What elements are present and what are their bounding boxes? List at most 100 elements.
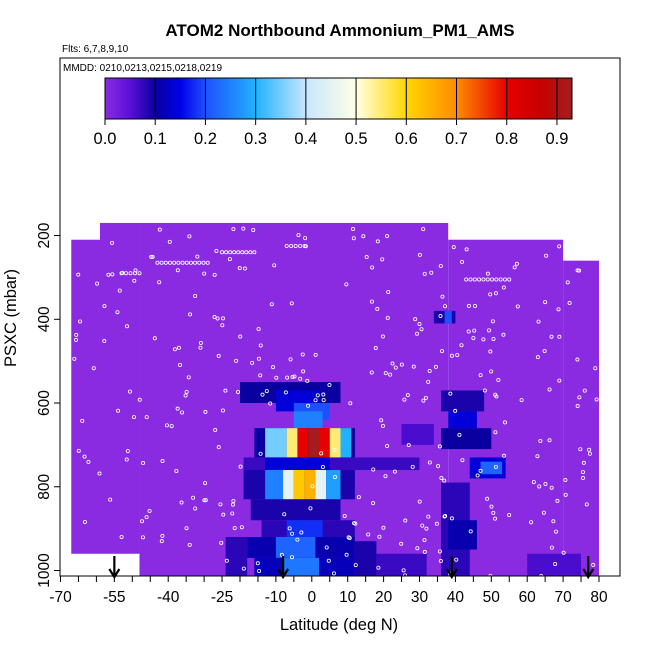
sample-point [176, 345, 181, 350]
sample-point [415, 546, 420, 551]
sample-point [419, 327, 424, 332]
sample-point [110, 272, 115, 277]
sample-point [268, 401, 273, 406]
sample-point [426, 379, 431, 384]
heatmap-cell [448, 411, 477, 429]
sample-point [473, 303, 478, 308]
sample-point [581, 460, 586, 465]
sample-point [241, 226, 246, 231]
sample-point [535, 454, 540, 459]
sample-point [388, 372, 393, 377]
sample-point [420, 523, 425, 528]
sample-point [449, 353, 454, 358]
sample-point [86, 459, 91, 464]
sample-point [193, 260, 198, 265]
sample-point [272, 263, 277, 268]
sample-point [244, 250, 249, 255]
sample-point [250, 360, 255, 365]
heatmap-cell [293, 470, 305, 500]
sample-point [422, 549, 427, 554]
down-arrow [582, 556, 595, 580]
sample-point [353, 521, 358, 526]
sample-point [417, 252, 422, 257]
sample-point [284, 244, 289, 249]
sample-point [342, 513, 347, 518]
colorbar-tick-label: 0.0 [94, 130, 117, 148]
sample-point [578, 447, 583, 452]
sample-point [494, 277, 499, 282]
sample-point [119, 271, 124, 276]
heatmap-cell [250, 499, 341, 521]
colorbar-tick-label: 0.2 [194, 130, 217, 148]
sample-point [219, 540, 224, 545]
sample-point [193, 506, 198, 511]
sample-point [567, 301, 572, 306]
plot-frame [59, 57, 621, 577]
sample-point [238, 334, 243, 339]
sample-point [282, 512, 287, 517]
sample-point [313, 352, 318, 357]
sample-point [198, 340, 203, 345]
sample-point [241, 566, 246, 571]
sample-point [401, 568, 406, 573]
sample-point [468, 277, 473, 282]
sample-point [287, 526, 292, 531]
sample-point [468, 529, 473, 534]
sample-point [519, 398, 524, 403]
sample-point [555, 498, 560, 503]
sample-point [239, 525, 244, 530]
sample-point [348, 401, 353, 406]
sample-point [117, 288, 122, 293]
sample-point [594, 397, 599, 402]
heatmap-cell [376, 553, 427, 576]
sample-point [80, 418, 85, 423]
sample-point [306, 403, 311, 408]
heatmap-cell [265, 457, 330, 471]
sample-point [448, 391, 453, 396]
y-axis: 200 400 600 800 1000 [36, 222, 60, 588]
sample-point [543, 482, 548, 487]
sample-point [202, 271, 207, 276]
x-tick-label: 70 [554, 589, 572, 606]
sample-point [216, 445, 221, 450]
sample-point [97, 471, 102, 476]
sample-point [131, 415, 136, 420]
sample-point [140, 535, 145, 540]
sample-point [78, 319, 83, 324]
sample-point [549, 334, 554, 339]
sample-point [580, 476, 585, 481]
heatmap-cell [297, 428, 309, 458]
sample-point [481, 277, 486, 282]
sample-point [554, 529, 559, 534]
sample-point [481, 337, 486, 342]
sample-point [187, 234, 192, 239]
sample-point [351, 236, 356, 241]
sample-point [155, 260, 160, 265]
heatmap-region [99, 222, 140, 554]
sample-point [237, 266, 242, 271]
sample-point [501, 285, 506, 290]
sample-point [460, 259, 465, 264]
sample-point [454, 557, 459, 562]
heatmap-cell [315, 470, 327, 500]
sample-point [176, 260, 181, 265]
sample-point [227, 257, 232, 262]
chart-title: ATOM2 Northbound Ammonium_PM1_AMS [165, 21, 514, 40]
sample-point [301, 369, 306, 374]
sample-point [119, 534, 124, 539]
sample-point [326, 558, 331, 563]
sample-point [529, 520, 534, 525]
sample-point [421, 227, 426, 232]
sample-point [290, 531, 295, 536]
sample-point [174, 468, 179, 473]
sample-point [577, 395, 582, 400]
sample-point [73, 337, 78, 342]
sample-point [472, 277, 477, 282]
y-tick-label: 200 [36, 222, 53, 248]
heatmap-cell [318, 428, 330, 458]
sample-point [547, 438, 552, 443]
sample-point [542, 348, 547, 353]
sample-point [289, 301, 294, 306]
sample-point [144, 515, 149, 520]
sample-point [385, 234, 390, 239]
